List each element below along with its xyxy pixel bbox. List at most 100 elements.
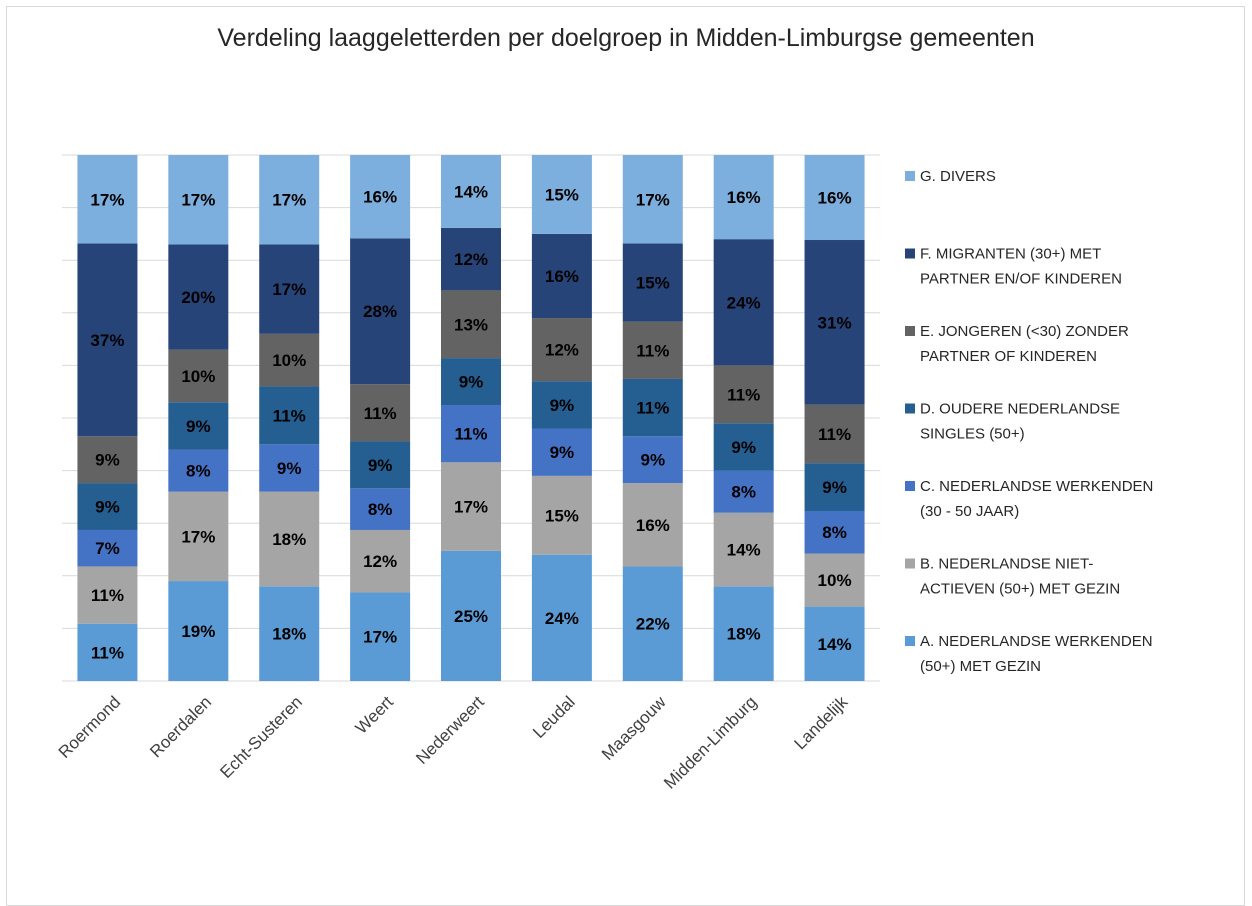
data-label: 16% — [818, 189, 852, 208]
data-label: 24% — [727, 293, 761, 312]
data-label: 8% — [186, 462, 211, 481]
bar-segment — [804, 463, 865, 511]
legend-label: (30 - 50 JAAR) — [920, 503, 1019, 520]
data-label: 9% — [186, 417, 211, 436]
data-label: 37% — [90, 331, 124, 350]
category-labels: Roermond Roerdalen Echt-Susteren Weert Neder… — [55, 692, 852, 793]
legend: G. DIVERS F. MIGRANTEN (30+) MET PARTNER E… — [905, 168, 1153, 675]
bar-segment — [77, 155, 138, 244]
data-label: 9% — [550, 443, 575, 462]
bar-segment — [531, 554, 592, 681]
data-label: 10% — [272, 351, 306, 370]
data-label: 31% — [818, 313, 852, 332]
data-label: 28% — [363, 302, 397, 321]
bar-segment — [77, 243, 138, 437]
data-label: 17% — [363, 628, 397, 647]
data-label: 10% — [818, 571, 852, 590]
bar-segment — [168, 402, 229, 450]
data-label: 9% — [822, 478, 847, 497]
bar-segment — [713, 423, 774, 471]
bar-segment — [77, 436, 138, 484]
category-label: Weert — [352, 692, 397, 737]
data-label: 8% — [368, 500, 393, 519]
bar-segment — [622, 155, 683, 244]
bar-segment — [441, 290, 501, 359]
bar-segment — [350, 384, 411, 442]
data-label: 9% — [459, 373, 484, 392]
bar-segment — [259, 155, 320, 245]
data-label: 24% — [545, 609, 579, 628]
bar-segment — [259, 333, 320, 387]
data-label: 15% — [545, 185, 579, 204]
data-label: 18% — [272, 625, 306, 644]
data-label: 8% — [731, 483, 756, 502]
category-label: Landelijk — [790, 692, 851, 753]
data-label: 20% — [181, 288, 215, 307]
data-label: 9% — [550, 396, 575, 415]
legend-swatch — [905, 558, 915, 569]
data-label: 11% — [273, 406, 306, 425]
legend-label: E. JONGEREN (<30) ZONDER — [920, 323, 1129, 340]
bar-segment — [713, 586, 774, 681]
bar-segment — [804, 553, 865, 607]
bar-segment — [441, 227, 501, 291]
data-label: 17% — [181, 527, 215, 546]
bar-segment — [531, 428, 592, 476]
bar-segment — [622, 378, 683, 437]
data-label: 7% — [95, 539, 120, 558]
legend-label: G. DIVERS — [920, 168, 996, 185]
bar-segment — [441, 155, 501, 228]
bar-segment — [622, 483, 683, 567]
bar-segment — [168, 449, 229, 492]
bar-segment — [713, 512, 774, 587]
data-label: 16% — [363, 188, 397, 207]
data-label: 11% — [636, 399, 669, 418]
bar-segment — [441, 404, 501, 463]
bar-segment — [622, 243, 683, 322]
data-label: 9% — [368, 456, 393, 475]
bar-segment — [531, 155, 592, 234]
bar-segment — [259, 386, 320, 445]
category-label: Nederweert — [412, 692, 488, 768]
data-label: 13% — [454, 315, 488, 334]
data-label: 11% — [454, 425, 487, 444]
bar-segment — [168, 244, 229, 350]
bar-segment — [804, 606, 865, 681]
data-label: 16% — [545, 267, 579, 286]
bar-segment — [713, 470, 774, 513]
data-label: 18% — [272, 530, 306, 549]
bar-segment — [77, 529, 138, 567]
bar-segment — [531, 475, 592, 555]
category-label: Leudal — [529, 692, 579, 742]
bar-segment — [441, 358, 501, 405]
bar-segment — [804, 240, 865, 405]
legend-swatch — [905, 636, 915, 646]
legend-swatch — [905, 248, 915, 259]
bar-segment — [804, 155, 865, 241]
legend-label: C. NEDERLANDSE WERKENDEN — [920, 478, 1153, 495]
bar-segment — [77, 483, 138, 530]
data-label: 9% — [95, 451, 120, 470]
bar-segment — [350, 238, 411, 385]
data-label: 17% — [181, 191, 215, 210]
data-labels: 11% 11% 7% 9% 9% 37% 17% 19% 17% 8% 9% 10% 20% 17% 18%… — [90, 182, 851, 662]
bar-segment — [350, 488, 411, 530]
data-label: 16% — [727, 188, 761, 207]
data-label: 14% — [454, 182, 488, 201]
chart-title: Verdeling laaggeletterden per doelgroep … — [217, 24, 1035, 52]
data-label: 15% — [545, 506, 579, 525]
category-label: Roerdalen — [146, 692, 215, 761]
legend-swatch — [905, 481, 915, 491]
bar-segment — [259, 244, 320, 334]
stacked-bar-chart: 11% 11% 7% 9% 9% 37% 17% 19% 17% 8% 9% 10% 20% 17% 18%… — [55, 154, 1153, 793]
bar-segment — [350, 592, 411, 681]
bar-segment — [531, 381, 592, 429]
data-label: 17% — [272, 191, 306, 210]
data-label: 8% — [822, 523, 847, 542]
data-label: 11% — [91, 643, 124, 662]
legend-label: D. OUDERE NEDERLANDSE — [920, 401, 1120, 418]
bar-segment — [441, 462, 501, 551]
bar-segment — [622, 436, 683, 484]
legend-swatch — [905, 403, 915, 414]
category-label: Roermond — [55, 692, 125, 762]
